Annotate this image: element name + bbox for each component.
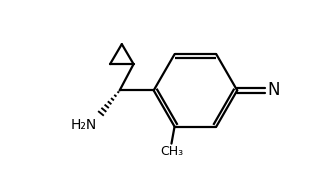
Text: N: N [267,81,280,99]
Text: H₂N: H₂N [71,118,97,132]
Text: CH₃: CH₃ [160,145,183,158]
